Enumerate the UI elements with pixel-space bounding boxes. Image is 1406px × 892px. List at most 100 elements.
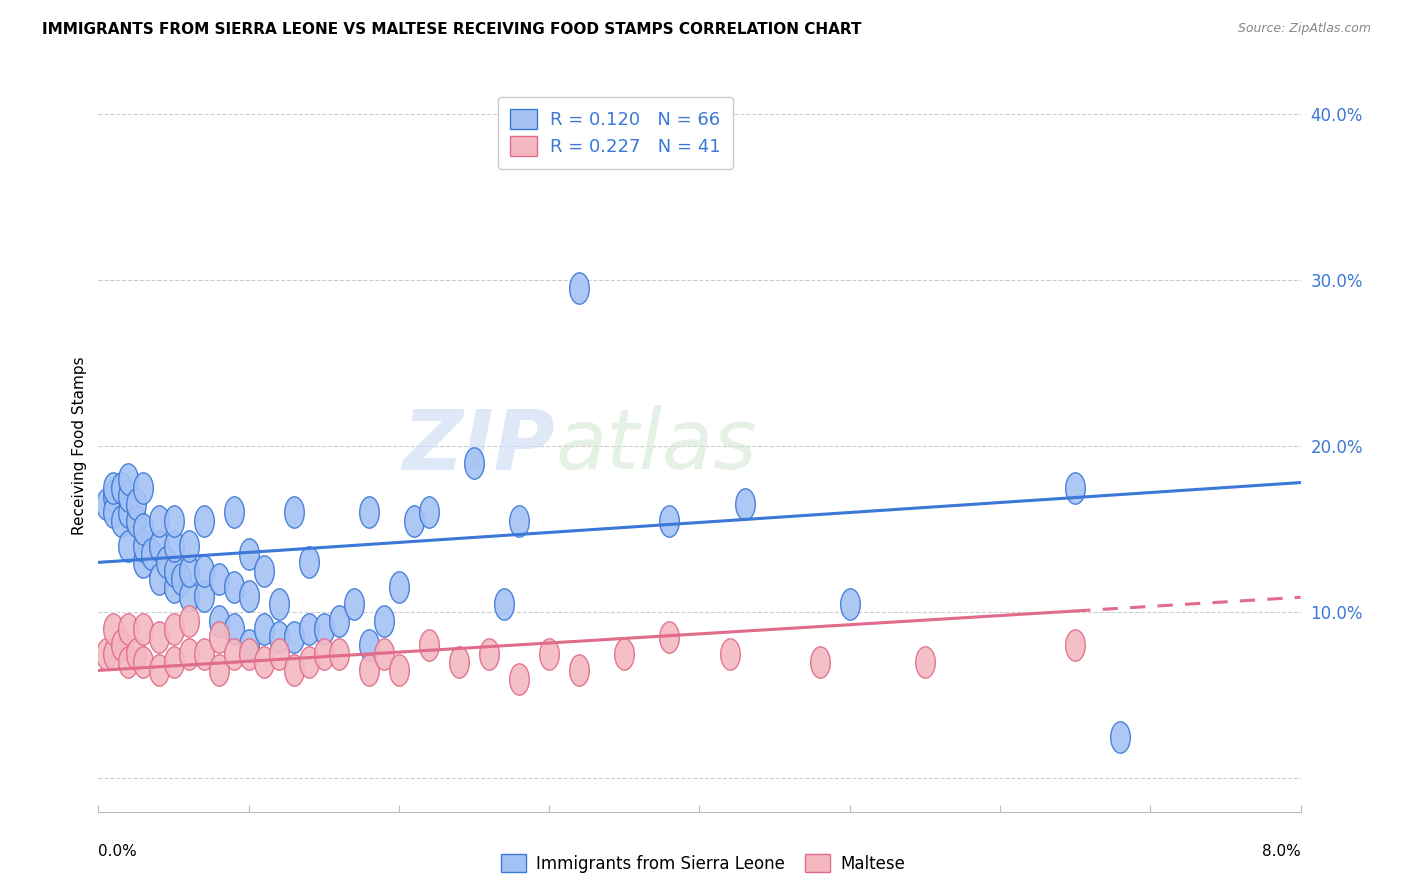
Point — [494, 597, 516, 611]
Point — [283, 506, 305, 520]
Point — [117, 472, 139, 486]
Point — [267, 597, 290, 611]
Point — [103, 647, 125, 661]
Point — [357, 639, 380, 653]
Point — [312, 647, 335, 661]
Point — [238, 639, 260, 653]
Point — [914, 655, 936, 669]
Point — [155, 555, 177, 569]
Point — [222, 647, 245, 661]
Point — [388, 580, 411, 594]
Point — [103, 506, 125, 520]
Point — [267, 647, 290, 661]
Point — [177, 614, 200, 628]
Point — [283, 664, 305, 678]
Point — [162, 580, 184, 594]
Point — [373, 614, 395, 628]
Point — [253, 655, 276, 669]
Point — [343, 597, 366, 611]
Point — [508, 672, 530, 686]
Point — [162, 622, 184, 636]
Point — [538, 647, 561, 661]
Point — [658, 514, 681, 528]
Legend: R = 0.120   N = 66, R = 0.227   N = 41: R = 0.120 N = 66, R = 0.227 N = 41 — [498, 96, 733, 169]
Point — [177, 564, 200, 578]
Y-axis label: Receiving Food Stamps: Receiving Food Stamps — [72, 357, 87, 535]
Point — [148, 572, 170, 586]
Point — [117, 655, 139, 669]
Point — [193, 647, 215, 661]
Point — [162, 564, 184, 578]
Point — [613, 647, 636, 661]
Point — [463, 456, 485, 470]
Text: ZIP: ZIP — [402, 406, 555, 486]
Point — [148, 630, 170, 644]
Point — [298, 655, 321, 669]
Point — [508, 514, 530, 528]
Point — [253, 622, 276, 636]
Point — [193, 564, 215, 578]
Point — [177, 589, 200, 603]
Point — [478, 647, 501, 661]
Point — [402, 514, 425, 528]
Point — [718, 647, 741, 661]
Point — [283, 630, 305, 644]
Point — [734, 497, 756, 511]
Point — [177, 539, 200, 553]
Point — [132, 622, 155, 636]
Point — [110, 639, 132, 653]
Point — [117, 539, 139, 553]
Point — [418, 506, 440, 520]
Point — [125, 497, 148, 511]
Point — [222, 506, 245, 520]
Point — [117, 489, 139, 503]
Point — [568, 281, 591, 295]
Point — [132, 539, 155, 553]
Point — [132, 555, 155, 569]
Point — [222, 622, 245, 636]
Point — [148, 539, 170, 553]
Legend: Immigrants from Sierra Leone, Maltese: Immigrants from Sierra Leone, Maltese — [495, 847, 911, 880]
Point — [170, 572, 193, 586]
Point — [658, 630, 681, 644]
Point — [373, 647, 395, 661]
Point — [110, 481, 132, 495]
Point — [117, 506, 139, 520]
Point — [1064, 639, 1087, 653]
Point — [208, 630, 231, 644]
Point — [162, 655, 184, 669]
Point — [568, 664, 591, 678]
Point — [125, 647, 148, 661]
Text: atlas: atlas — [555, 406, 756, 486]
Point — [132, 655, 155, 669]
Point — [838, 597, 860, 611]
Point — [238, 647, 260, 661]
Point — [328, 614, 350, 628]
Point — [148, 514, 170, 528]
Point — [132, 481, 155, 495]
Point — [132, 522, 155, 536]
Point — [125, 514, 148, 528]
Point — [298, 622, 321, 636]
Point — [208, 572, 231, 586]
Point — [328, 647, 350, 661]
Point — [117, 622, 139, 636]
Point — [298, 555, 321, 569]
Point — [1064, 481, 1087, 495]
Point — [162, 539, 184, 553]
Text: 8.0%: 8.0% — [1261, 845, 1301, 859]
Point — [1109, 730, 1132, 744]
Point — [94, 497, 117, 511]
Text: IMMIGRANTS FROM SIERRA LEONE VS MALTESE RECEIVING FOOD STAMPS CORRELATION CHART: IMMIGRANTS FROM SIERRA LEONE VS MALTESE … — [42, 22, 862, 37]
Point — [148, 664, 170, 678]
Point — [162, 514, 184, 528]
Point — [110, 514, 132, 528]
Text: 0.0%: 0.0% — [98, 845, 138, 859]
Point — [447, 655, 470, 669]
Point — [193, 589, 215, 603]
Text: Source: ZipAtlas.com: Source: ZipAtlas.com — [1237, 22, 1371, 36]
Point — [103, 481, 125, 495]
Point — [208, 614, 231, 628]
Point — [388, 664, 411, 678]
Point — [238, 547, 260, 561]
